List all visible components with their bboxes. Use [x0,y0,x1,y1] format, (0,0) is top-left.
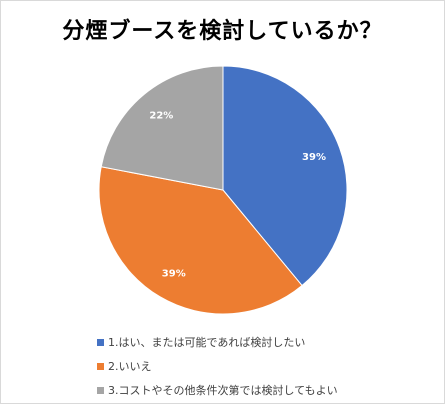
data-label-1: 39% [302,152,326,163]
pie-slice-1 [222,65,348,287]
legend-label-1: 1.はい、または可能であれば検討したい [108,336,306,349]
legend-label-2: 2.いいえ [108,360,152,373]
legend-label-3: 3.コストやその他条件次第では検討してもよい [108,384,338,397]
chart-title: 分煙ブースを検討しているか？ [62,19,383,44]
legend-swatch-1 [97,338,104,346]
pie-slice-3 [100,65,224,191]
legend-swatch-2 [97,362,104,370]
legend-item: 3.コストやその他条件次第では検討してもよい [97,380,338,400]
pie-slice-2 [98,166,303,315]
data-label-2: 39% [162,268,186,279]
pie-chart: 39% 39% 22% [98,65,348,315]
legend-item: 1.はい、または可能であれば検討したい [97,332,338,352]
data-label-3: 22% [149,110,173,121]
legend-swatch-3 [97,386,104,394]
legend-item: 2.いいえ [97,356,338,376]
legend: 1.はい、または可能であれば検討したい 2.いいえ 3.コストやその他条件次第で… [97,332,338,404]
